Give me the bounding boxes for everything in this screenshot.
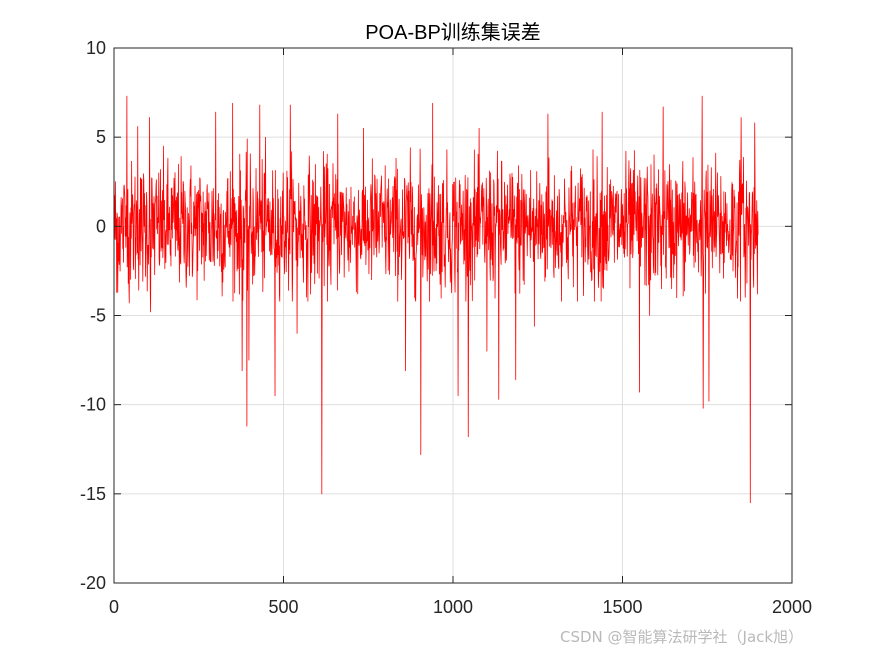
watermark-text: CSDN @智能算法研学社（Jack旭） [560, 628, 804, 646]
y-tick-labels: 10 5 0 -5 -10 -15 -20 [80, 38, 106, 593]
y-tick-label: -10 [80, 395, 106, 415]
x-tick-label: 1000 [433, 597, 473, 617]
x-tick-label: 1500 [602, 597, 642, 617]
x-tick-label: 2000 [772, 597, 812, 617]
x-tick-label: 0 [109, 597, 119, 617]
axis-ticks [113, 47, 793, 584]
y-tick-label: 5 [96, 127, 106, 147]
y-tick-label: 10 [86, 38, 106, 58]
y-tick-label: -20 [80, 573, 106, 593]
x-tick-label: 500 [268, 597, 298, 617]
y-tick-label: -5 [90, 306, 106, 326]
error-series-line [113, 95, 759, 504]
y-tick-label: -15 [80, 484, 106, 504]
series-group [113, 95, 759, 504]
x-tick-labels: 0 500 1000 1500 2000 [109, 597, 812, 617]
chart-title: POA-BP训练集误差 [365, 21, 541, 44]
y-tick-label: 0 [96, 216, 106, 236]
